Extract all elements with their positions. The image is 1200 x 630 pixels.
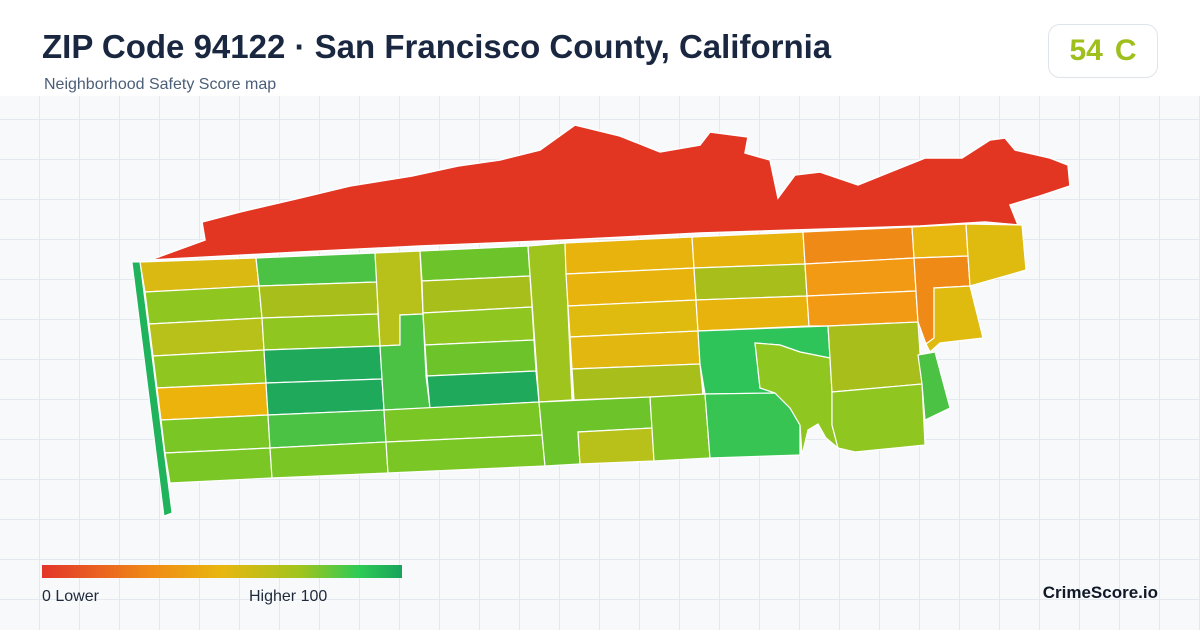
map-region[interactable] — [263, 345, 383, 384]
map-region[interactable] — [148, 317, 265, 357]
legend-high-label: Higher 100 — [249, 588, 328, 605]
map-region[interactable] — [965, 223, 1027, 287]
map-region[interactable] — [267, 409, 387, 449]
map-region[interactable] — [649, 393, 711, 462]
map-region[interactable] — [160, 414, 271, 454]
map-region[interactable] — [827, 321, 923, 393]
map-region[interactable] — [925, 285, 984, 353]
map-region[interactable] — [806, 290, 919, 327]
map-region[interactable] — [691, 231, 806, 269]
map-region[interactable] — [419, 245, 531, 282]
map-region[interactable] — [258, 281, 379, 319]
map-region[interactable] — [152, 349, 267, 389]
map-region[interactable] — [255, 252, 378, 287]
score-badge: 54 C — [1048, 24, 1158, 78]
legend-gradient-bar — [42, 565, 402, 578]
score-value: 54 — [1069, 34, 1103, 67]
map-region[interactable] — [569, 330, 701, 370]
map-region[interactable] — [695, 295, 810, 332]
map-region[interactable] — [804, 257, 917, 297]
map-region[interactable] — [385, 434, 546, 474]
map-region-west-beach[interactable] — [131, 261, 173, 517]
map-region[interactable] — [577, 427, 655, 465]
brand-logo-text: CrimeScore.io — [1042, 583, 1158, 602]
map-region[interactable] — [156, 382, 269, 421]
map-region[interactable] — [911, 223, 969, 259]
page-subtitle: Neighborhood Safety Score map — [44, 76, 277, 93]
header-band — [0, 0, 1200, 96]
map-region[interactable] — [565, 267, 697, 307]
map-region[interactable] — [261, 313, 381, 351]
score-grade: C — [1114, 34, 1137, 67]
map-region[interactable] — [831, 383, 926, 453]
map-region[interactable] — [265, 378, 385, 416]
map-region[interactable] — [164, 447, 273, 484]
map-region[interactable] — [693, 263, 808, 301]
page-title: ZIP Code 94122 · San Francisco County, C… — [42, 28, 832, 65]
legend-low-label: 0 Lower — [42, 588, 99, 605]
map-region[interactable] — [424, 339, 537, 377]
map-region[interactable] — [917, 351, 951, 421]
map-region[interactable] — [754, 342, 840, 456]
map-region[interactable] — [269, 441, 389, 479]
map-region[interactable] — [144, 285, 263, 325]
map-region[interactable] — [422, 306, 535, 346]
